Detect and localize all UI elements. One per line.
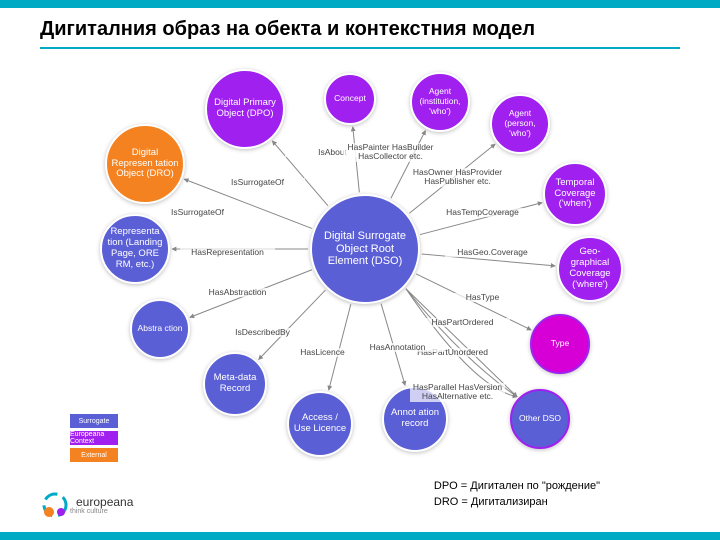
edge-label-dso-dpo-0: IsSurrogateOf [210,178,305,187]
top-accent-bar [0,0,720,8]
legend-row: External [70,447,118,463]
legend-swatch-surrogate: Surrogate [70,414,118,428]
edge-label-dso-metadata-13: IsDescribedBy [215,328,310,337]
logo-text: europeana [76,496,133,508]
node-type: Type [530,314,590,374]
europeana-icon [40,490,70,520]
title-underline [40,47,680,49]
logo: europeana think culture [40,490,133,520]
page-title: Дигиталния образ на обекта и контекстния… [0,8,720,45]
node-repr: Representa tion (Landing Page, ORE RM, e… [100,214,170,284]
edge-label-dso-other_dso-10: HasParallel HasVersion HasAlternative et… [410,383,505,402]
node-dpo: Digital Primary Object (DPO) [205,69,285,149]
node-metadata: Meta-data Record [203,352,267,416]
edge-label-dso-dro-1: IsSurrogateOf [150,208,245,217]
edge-label-dso-repr-15: HasRepresentation [180,248,275,257]
def-dro: DRO = Дигитализиран [434,495,600,510]
edge-label-dso-temporal-5: HasTempCoverage [435,208,530,217]
edge-dso-agent_inst-3 [391,131,426,199]
node-temporal: Temporal Coverage ('when') [543,162,607,226]
node-access: Access / Use Licence [287,391,353,457]
definitions: DPO = Дигитален по "рождение" DRO = Диги… [434,479,600,510]
node-agent_pers: Agent (person, 'who') [490,94,550,154]
edge-label-dso-abstraction-14: HasAbstraction [190,288,285,297]
edge-label-dso-geo-6: HasGeo.Coverage [445,248,540,257]
edge-label-dso-other_dso-8: HasPartOrdered [415,318,510,327]
node-agent_inst: Agent (institution, 'who') [410,72,470,132]
edge-label-dso-type-7: HasType [435,293,530,302]
node-dso: Digital Surrogate Object Root Element (D… [310,194,420,304]
legend-row: Europeana Context [70,430,118,446]
node-concept: Concept [324,73,376,125]
legend: Surrogate Europeana Context External [70,413,118,464]
edge-label-dso-access-12: HasLicence [275,348,370,357]
legend-row: Surrogate [70,413,118,429]
node-dro: Digital Represen tation Object (DRO) [105,124,185,204]
legend-swatch-external: External [70,448,118,462]
legend-swatch-context: Europeana Context [70,431,118,445]
logo-subtext: think culture [70,508,133,515]
node-abstraction: Abstra ction [130,299,190,359]
def-dpo: DPO = Дигитален по "рождение" [434,479,600,494]
node-other_dso: Other DSO [510,389,570,449]
footer: europeana think culture [0,490,720,520]
bottom-accent-bar [0,532,720,540]
edge-label-dso-agent_inst-3: HasPainter HasBuilder HasCollector etc. [343,143,438,162]
node-geo: Geo-graphical Coverage ('where') [557,236,623,302]
edge-label-dso-agent_pers-4: HasOwner HasProvider HasPublisher etc. [410,168,505,187]
